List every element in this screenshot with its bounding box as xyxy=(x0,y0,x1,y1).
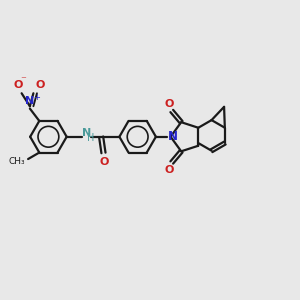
Text: ⁻: ⁻ xyxy=(20,75,26,85)
Text: O: O xyxy=(14,80,23,90)
Text: H: H xyxy=(87,133,94,143)
Text: O: O xyxy=(164,99,173,109)
Text: O: O xyxy=(35,80,45,90)
Text: O: O xyxy=(164,165,173,175)
Text: +: + xyxy=(33,93,40,102)
Text: N: N xyxy=(168,130,178,143)
Text: N: N xyxy=(82,128,92,138)
Text: CH₃: CH₃ xyxy=(8,157,25,166)
Text: O: O xyxy=(100,157,109,167)
Text: N: N xyxy=(25,96,34,106)
